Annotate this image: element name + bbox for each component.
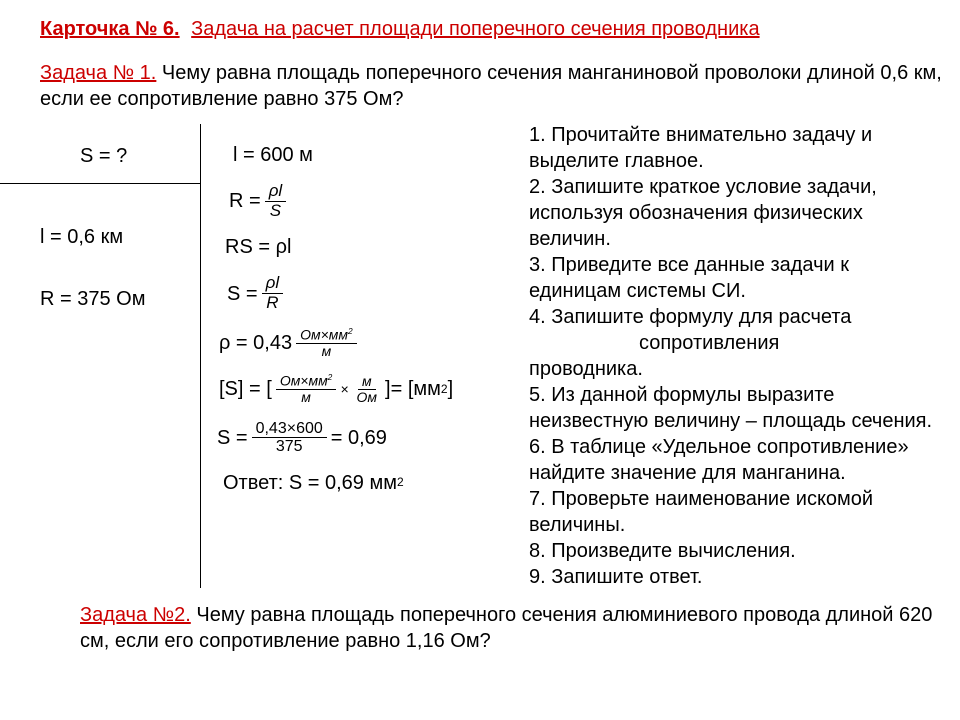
problem-2: Задача №2. Чему равна площадь поперечног… [40, 602, 946, 654]
given-column: S = ? l = 0,6 км R = 375 Ом [40, 122, 200, 590]
instr-8: 8. Произведите вычисления. [529, 538, 946, 564]
problem-1-label: Задача № 1. [40, 62, 156, 84]
vertical-rule [200, 124, 201, 588]
dimension-check: [S] = [ Ом×мм2м × мОм ]= [мм2] [219, 373, 505, 405]
formula-r: R = ρlS [229, 182, 505, 220]
formula-s: S = ρlR [227, 274, 505, 312]
problem-1-text: Чему равна площадь поперечного сечения м… [40, 62, 942, 110]
given-l: l = 0,6 км [40, 224, 200, 250]
instr-3: 3. Приведите все данные задачи к единица… [529, 252, 946, 304]
horizontal-rule [0, 183, 200, 184]
card-topic: Задача на расчет площади поперечного сеч… [191, 18, 759, 40]
instr-6: 6. В таблице «Удельное сопротивление» на… [529, 434, 946, 486]
problem-1: Задача № 1. Чему равна площадь поперечно… [40, 60, 946, 112]
instr-9: 9. Запишите ответ. [529, 564, 946, 590]
instructions-column: 1. Прочитайте внимательно задачу и выдел… [505, 122, 946, 590]
card-number: Карточка № 6. [40, 18, 180, 40]
formula-rs: RS = ρl [225, 234, 505, 260]
unknown-value: S = ? [80, 143, 127, 169]
instr-4-line3: проводника. [529, 356, 946, 382]
answer: Ответ: S = 0,69 мм2 [223, 470, 505, 496]
rho-value: ρ = 0,43 Ом×мм2м [219, 327, 505, 359]
instr-1: 1. Прочитайте внимательно задачу и выдел… [529, 122, 946, 174]
calc: S = 0,43×600375 = 0,69 [217, 420, 505, 456]
instr-7: 7. Проверьте наименование искомой величи… [529, 486, 946, 538]
page-header: Карточка № 6. Задача на расчет площади п… [40, 16, 946, 42]
solution-column: l = 600 м R = ρlS RS = ρl S = ρlR ρ = 0,… [215, 122, 505, 590]
l-si: l = 600 м [233, 142, 505, 168]
problem-2-text: Чему равна площадь поперечного сечения а… [80, 604, 932, 652]
given-r: R = 375 Ом [40, 286, 200, 312]
solution-layout: S = ? l = 0,6 км R = 375 Ом l = 600 м R … [40, 122, 946, 590]
problem-2-label: Задача №2. [80, 604, 191, 626]
instr-4-line1: 4. Запишите формулу для расчета [529, 304, 946, 330]
instr-2: 2. Запишите краткое условие задачи, испо… [529, 174, 946, 252]
instr-5: 5. Из данной формулы выразите неизвестну… [529, 382, 946, 434]
instr-4-line2: сопротивления [529, 330, 946, 356]
